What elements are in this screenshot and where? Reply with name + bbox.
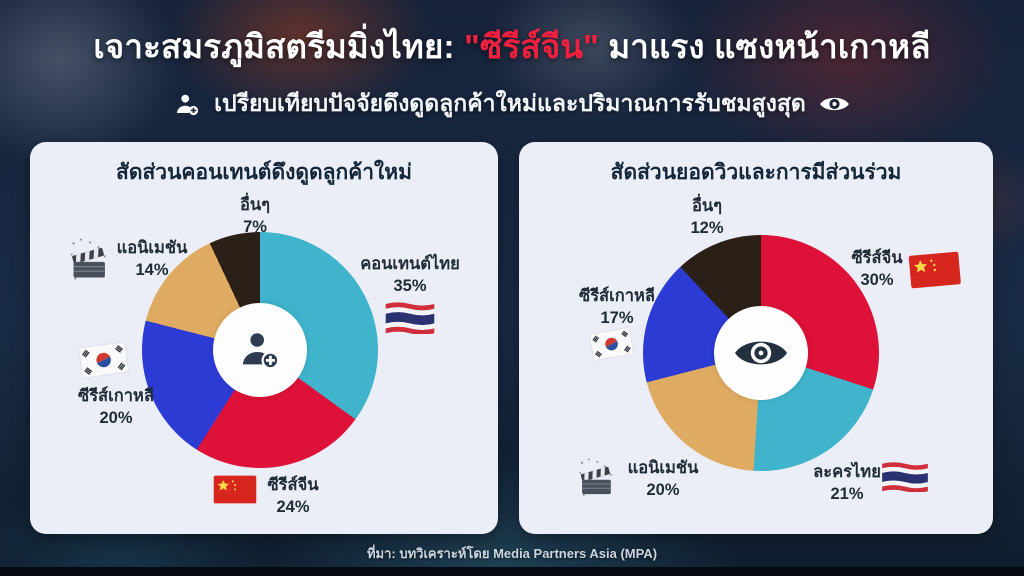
slice-name: แอนิเมชัน (116, 239, 188, 257)
slice-name: อื่นๆ (691, 197, 723, 215)
pie-center-badge (714, 306, 808, 400)
person-add-icon (174, 91, 201, 118)
slice-label-korean-series: ซีรีส์เกาหลี 20% (78, 386, 154, 430)
slice-percent: 14% (135, 260, 169, 279)
slice-label-thai-content: คอนเทนต์ไทย 35% (360, 254, 460, 298)
slice-label-korean-series: ซีรีส์เกาหลี 17% (579, 286, 655, 330)
slice-name: ซีรีส์จีน (851, 249, 903, 267)
eye-icon (733, 334, 789, 372)
slice-percent: 21% (830, 484, 864, 503)
china-flag-icon (213, 474, 257, 510)
slice-label-others: อื่นๆ 7% (240, 195, 270, 239)
slice-label-others: อื่นๆ 12% (690, 196, 723, 240)
chart-title-new-customers: สัดส่วนคอนเทนต์ดึงดูดลูกค้าใหม่ (116, 161, 412, 184)
slice-name: ละครไทย (813, 463, 881, 481)
person-add-icon (236, 326, 284, 374)
slice-percent: 30% (860, 270, 894, 289)
slice-label-thai-drama: ละครไทย 21% (813, 462, 881, 506)
page-title-suffix: มาแรง แซงหน้าเกาหลี (598, 28, 931, 65)
slice-name: อื่นๆ (239, 196, 271, 214)
slice-label-animation: แอนิเมชัน 20% (628, 458, 699, 502)
thai-flag-icon (881, 460, 929, 497)
slice-percent: 24% (276, 497, 310, 516)
slice-percent: 20% (99, 408, 133, 427)
card-viewership: สัดส่วนยอดวิวและการมีส่วนร่วม อื่นๆ 12% … (519, 142, 993, 534)
chart-title-viewership: สัดส่วนยอดวิวและการมีส่วนร่วม (610, 161, 902, 184)
source-note: ที่มา: บทวิเคราะห์โดย Media Partners Asi… (366, 546, 658, 561)
thai-flag-icon (384, 300, 436, 339)
card-new-customers: สัดส่วนคอนเทนต์ดึงดูดลูกค้าใหม่ อื่นๆ 7% (30, 142, 498, 534)
korea-flag-icon (78, 341, 131, 384)
slice-percent: 7% (243, 217, 267, 236)
slice-name: ซีรีส์เกาหลี (578, 287, 656, 305)
slice-percent: 20% (646, 480, 680, 499)
china-flag-icon (907, 250, 962, 295)
korea-flag-icon (588, 327, 635, 367)
slice-name: ซีรีส์เกาหลี (77, 387, 155, 405)
clapperboard-icon (68, 234, 116, 291)
page-title: เจาะสมรภูมิสตรีมมิ่งไทย: "ซีรีส์จีน" มาแ… (0, 20, 1024, 73)
eye-icon (819, 94, 850, 114)
slice-name: แอนิเมชัน (627, 459, 699, 477)
slice-percent: 35% (393, 276, 427, 295)
page-title-highlight: "ซีรีส์จีน" (464, 28, 599, 65)
slice-name: คอนเทนต์ไทย (360, 255, 460, 273)
slice-percent: 12% (690, 218, 724, 237)
slice-label-animation: แอนิเมชัน 14% (117, 238, 188, 282)
page-subtitle: เปรียบเทียบปัจจัยดึงดูดลูกค้าใหม่และปริม… (214, 90, 806, 116)
pie-center-badge (213, 303, 307, 397)
clapperboard-icon (577, 454, 621, 507)
slice-percent: 17% (600, 308, 634, 327)
slice-label-chinese-series: ซีรีส์จีน 24% (267, 475, 318, 519)
page-title-prefix: เจาะสมรภูมิสตรีมมิ่งไทย: (93, 28, 465, 65)
slice-label-chinese-series: ซีรีส์จีน 30% (851, 248, 902, 292)
page-subtitle-row: เปรียบเทียบปัจจัยดึงดูดลูกค้าใหม่และปริม… (0, 86, 1024, 122)
slice-name: ซีรีส์จีน (267, 476, 319, 494)
